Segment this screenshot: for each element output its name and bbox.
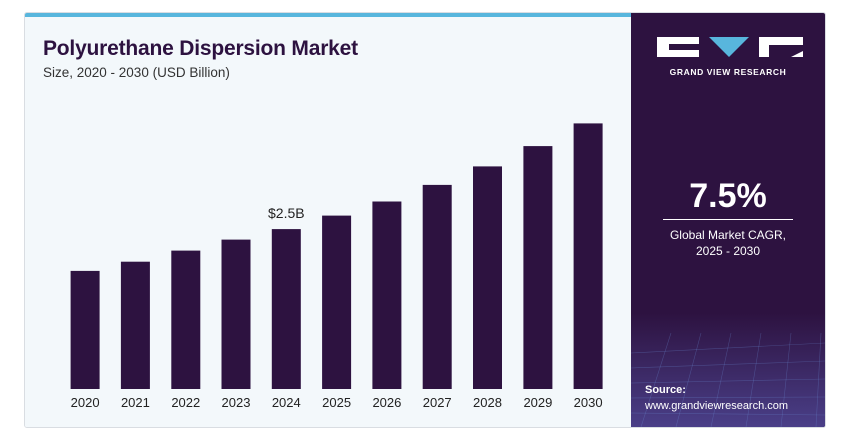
cagr-label-line2: 2025 - 2030 bbox=[695, 244, 761, 258]
chart-title: Polyurethane Dispersion Market bbox=[43, 37, 358, 60]
x-tick-label-2029: 2029 bbox=[523, 395, 552, 410]
x-tick-label-2025: 2025 bbox=[322, 395, 351, 410]
grand-view-research-logo bbox=[657, 37, 803, 57]
x-tick-label-2021: 2021 bbox=[121, 395, 150, 410]
x-tick-label-2030: 2030 bbox=[574, 395, 603, 410]
accent-bar bbox=[25, 13, 631, 17]
chart-subtitle: Size, 2020 - 2030 (USD Billion) bbox=[43, 65, 230, 80]
bar-2027 bbox=[422, 184, 452, 389]
cagr-label-line1: Global Market CAGR, bbox=[669, 228, 787, 242]
bar-2029 bbox=[523, 146, 553, 389]
x-tick-label-2026: 2026 bbox=[372, 395, 401, 410]
x-tick-label-2027: 2027 bbox=[423, 395, 452, 410]
bar-2026 bbox=[372, 201, 402, 389]
bar-2022 bbox=[171, 250, 201, 389]
cagr-value: 7.5% bbox=[689, 177, 767, 215]
bar-2023 bbox=[221, 239, 251, 389]
cagr-label: Global Market CAGR, 2025 - 2030 bbox=[631, 227, 825, 259]
bar-2024 bbox=[271, 229, 301, 389]
bar-chart: 2020 2021 2022 2023 2024 2025 2026 2027 2028 2029… bbox=[70, 123, 603, 410]
bar-2030 bbox=[573, 123, 603, 390]
x-tick-label-2023: 2023 bbox=[222, 395, 251, 410]
source-link[interactable]: www.grandviewresearch.com bbox=[645, 400, 789, 412]
x-tick-label-2028: 2028 bbox=[473, 395, 502, 410]
sidebar-panel: GRAND VIEW RESEARCH 7.5% Global Market C… bbox=[631, 13, 825, 427]
data-label-2024: $2.5B bbox=[268, 205, 305, 221]
bar-2021 bbox=[120, 261, 150, 389]
decorative-mesh bbox=[631, 313, 825, 427]
bar-2025 bbox=[322, 215, 352, 389]
x-tick-label-2020: 2020 bbox=[71, 395, 100, 410]
x-tick-label-2022: 2022 bbox=[171, 395, 200, 410]
cagr-divider bbox=[663, 219, 793, 220]
infographic-card: Polyurethane Dispersion Market Size, 202… bbox=[24, 12, 826, 428]
chart-panel: Polyurethane Dispersion Market Size, 202… bbox=[25, 17, 631, 427]
bar-2028 bbox=[473, 166, 502, 389]
x-tick-label-2024: 2024 bbox=[272, 395, 301, 410]
bar-2020 bbox=[70, 270, 100, 389]
brand-name: GRAND VIEW RESEARCH bbox=[669, 67, 787, 77]
source-label: Source: bbox=[645, 384, 686, 396]
